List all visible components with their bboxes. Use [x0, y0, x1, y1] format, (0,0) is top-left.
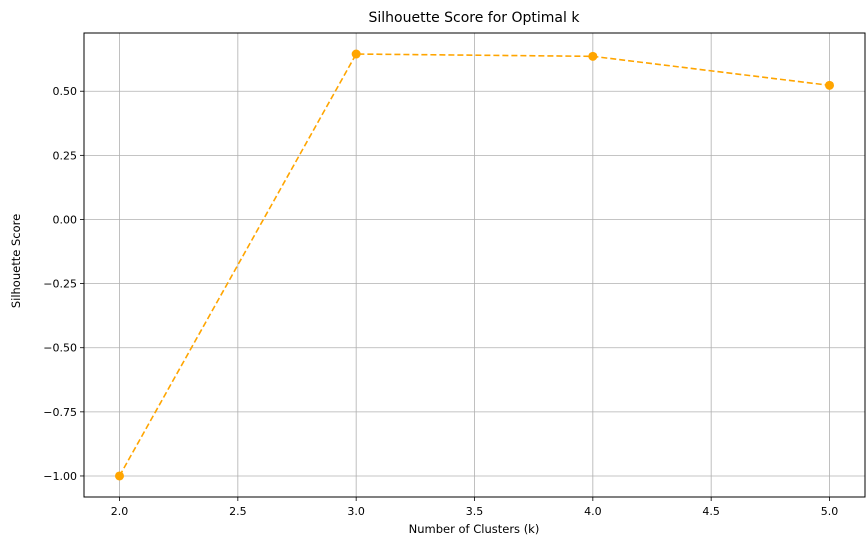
- data-point: [351, 49, 361, 59]
- x-tick-label: 5.0: [821, 505, 839, 518]
- y-tick-label: −0.75: [43, 406, 77, 419]
- y-tick-label: 0.25: [53, 149, 78, 162]
- y-axis-ticks: −1.00 −0.75 −0.50 −0.25 0.00 0.25 0.50: [43, 85, 84, 483]
- data-point: [825, 80, 834, 90]
- y-tick-label: 0.50: [53, 85, 78, 98]
- y-tick-label: −1.00: [43, 470, 77, 483]
- x-tick-label: 4.0: [584, 505, 602, 518]
- x-tick-label: 3.5: [466, 505, 484, 518]
- data-point: [115, 471, 124, 481]
- x-axis-ticks: 2.0 2.5 3.0 3.5 4.0 4.5 5.0: [111, 497, 839, 518]
- series-layer: [115, 49, 834, 481]
- data-point: [588, 51, 598, 61]
- y-tick-label: 0.00: [53, 213, 78, 226]
- y-tick-label: −0.25: [43, 278, 77, 291]
- x-tick-label: 2.5: [229, 505, 247, 518]
- y-axis-label: Silhouette Score: [9, 214, 23, 308]
- x-axis-label: Number of Clusters (k): [409, 522, 540, 536]
- series-line: [118, 53, 830, 477]
- x-tick-label: 2.0: [111, 505, 129, 518]
- x-tick-label: 4.5: [702, 505, 720, 518]
- y-tick-label: −0.50: [43, 342, 77, 355]
- chart-title: Silhouette Score for Optimal k: [369, 10, 581, 26]
- x-tick-label: 3.0: [347, 505, 365, 518]
- grid-lines: [84, 33, 865, 497]
